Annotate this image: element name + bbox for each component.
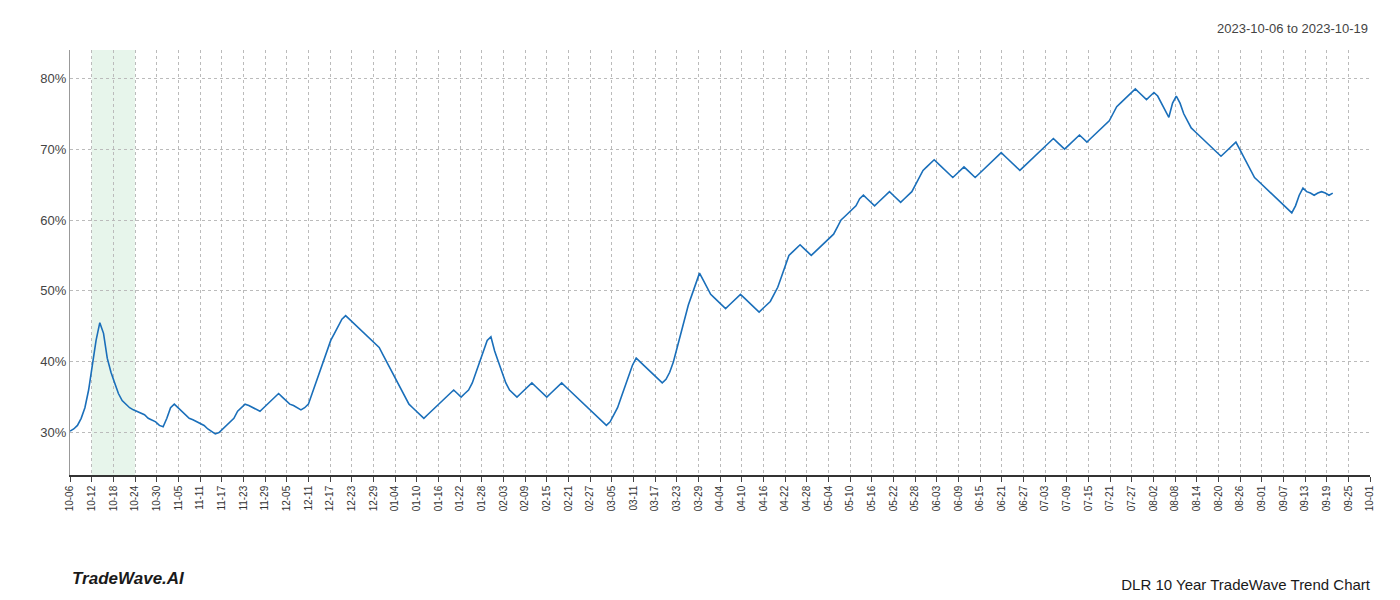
- svg-text:04-28: 04-28: [801, 485, 812, 511]
- svg-text:10-12: 10-12: [86, 485, 97, 511]
- svg-text:04-04: 04-04: [714, 485, 725, 511]
- svg-text:11-05: 11-05: [173, 485, 184, 510]
- svg-text:10-30: 10-30: [151, 485, 162, 511]
- svg-text:12-11: 12-11: [303, 485, 314, 510]
- svg-text:06-03: 06-03: [931, 485, 942, 511]
- svg-text:06-15: 06-15: [974, 485, 985, 511]
- svg-text:05-28: 05-28: [909, 485, 920, 511]
- svg-text:06-27: 06-27: [1018, 485, 1029, 511]
- svg-text:02-21: 02-21: [563, 485, 574, 511]
- svg-text:12-17: 12-17: [324, 485, 335, 511]
- svg-text:01-10: 01-10: [411, 485, 422, 511]
- svg-text:04-16: 04-16: [758, 485, 769, 511]
- svg-text:07-27: 07-27: [1126, 485, 1137, 511]
- svg-text:10-24: 10-24: [129, 485, 140, 511]
- svg-text:TradeWave.AI: TradeWave.AI: [72, 569, 185, 588]
- svg-text:07-21: 07-21: [1104, 485, 1115, 511]
- svg-text:04-10: 04-10: [736, 485, 747, 511]
- svg-text:08-02: 08-02: [1148, 485, 1159, 511]
- svg-text:2023-10-06 to 2023-10-19: 2023-10-06 to 2023-10-19: [1217, 21, 1368, 36]
- svg-text:03-05: 03-05: [606, 485, 617, 511]
- svg-text:05-22: 05-22: [888, 485, 899, 511]
- svg-text:09-01: 09-01: [1256, 485, 1267, 511]
- svg-text:11-17: 11-17: [216, 485, 227, 510]
- svg-text:07-03: 07-03: [1039, 485, 1050, 511]
- svg-text:08-08: 08-08: [1169, 485, 1180, 511]
- svg-text:02-03: 02-03: [498, 485, 509, 511]
- svg-text:09-19: 09-19: [1321, 485, 1332, 511]
- svg-text:02-27: 02-27: [584, 485, 595, 511]
- svg-text:12-23: 12-23: [346, 485, 357, 511]
- svg-text:10-01: 10-01: [1364, 485, 1375, 511]
- svg-text:80%: 80%: [40, 71, 66, 86]
- svg-text:09-13: 09-13: [1299, 485, 1310, 511]
- svg-text:08-14: 08-14: [1191, 485, 1202, 511]
- svg-text:03-29: 03-29: [693, 485, 704, 511]
- svg-text:30%: 30%: [40, 425, 66, 440]
- svg-text:03-23: 03-23: [671, 485, 682, 511]
- svg-text:01-28: 01-28: [476, 485, 487, 511]
- svg-text:04-22: 04-22: [779, 485, 790, 511]
- svg-text:05-04: 05-04: [823, 485, 834, 511]
- svg-text:01-04: 01-04: [389, 485, 400, 511]
- svg-text:06-09: 06-09: [953, 485, 964, 511]
- svg-text:05-10: 05-10: [844, 485, 855, 511]
- svg-text:40%: 40%: [40, 354, 66, 369]
- svg-text:10-06: 10-06: [64, 485, 75, 511]
- svg-text:08-20: 08-20: [1213, 485, 1224, 511]
- svg-text:05-16: 05-16: [866, 485, 877, 511]
- svg-text:50%: 50%: [40, 283, 66, 298]
- svg-text:09-07: 09-07: [1278, 485, 1289, 511]
- svg-text:12-29: 12-29: [368, 485, 379, 511]
- svg-text:09-25: 09-25: [1343, 485, 1354, 511]
- svg-text:03-17: 03-17: [649, 485, 660, 511]
- svg-text:60%: 60%: [40, 213, 66, 228]
- svg-text:12-05: 12-05: [281, 485, 292, 511]
- svg-text:10-18: 10-18: [108, 485, 119, 511]
- svg-text:06-21: 06-21: [996, 485, 1007, 511]
- svg-text:08-26: 08-26: [1234, 485, 1245, 511]
- svg-text:03-11: 03-11: [628, 485, 639, 510]
- svg-text:01-16: 01-16: [433, 485, 444, 511]
- svg-text:11-23: 11-23: [238, 485, 249, 510]
- svg-text:07-15: 07-15: [1083, 485, 1094, 511]
- svg-text:11-11: 11-11: [194, 485, 205, 510]
- svg-text:02-09: 02-09: [519, 485, 530, 511]
- svg-text:DLR 10 Year TradeWave Trend Ch: DLR 10 Year TradeWave Trend Chart: [1121, 576, 1371, 593]
- svg-text:07-09: 07-09: [1061, 485, 1072, 511]
- svg-text:02-15: 02-15: [541, 485, 552, 511]
- svg-text:70%: 70%: [40, 142, 66, 157]
- svg-text:01-22: 01-22: [454, 485, 465, 511]
- svg-text:11-29: 11-29: [259, 485, 270, 510]
